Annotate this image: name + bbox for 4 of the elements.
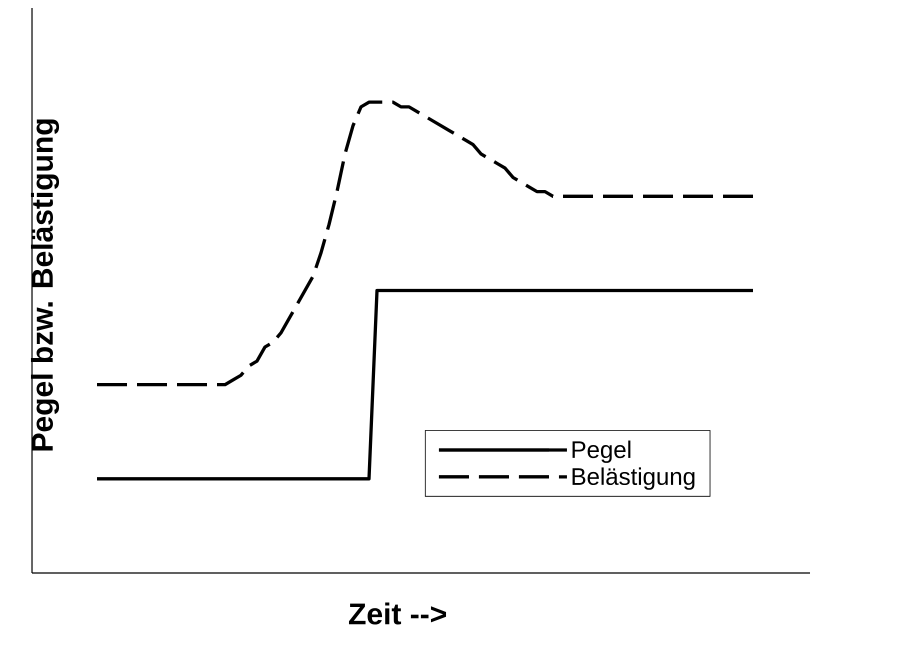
y-axis-title: Pegel bzw. Belästigung: [30, 119, 60, 450]
legend-label: Pegel: [572, 440, 630, 463]
legend-label: Belästigung: [572, 467, 694, 490]
x-axis-title: Zeit -->: [348, 602, 446, 625]
